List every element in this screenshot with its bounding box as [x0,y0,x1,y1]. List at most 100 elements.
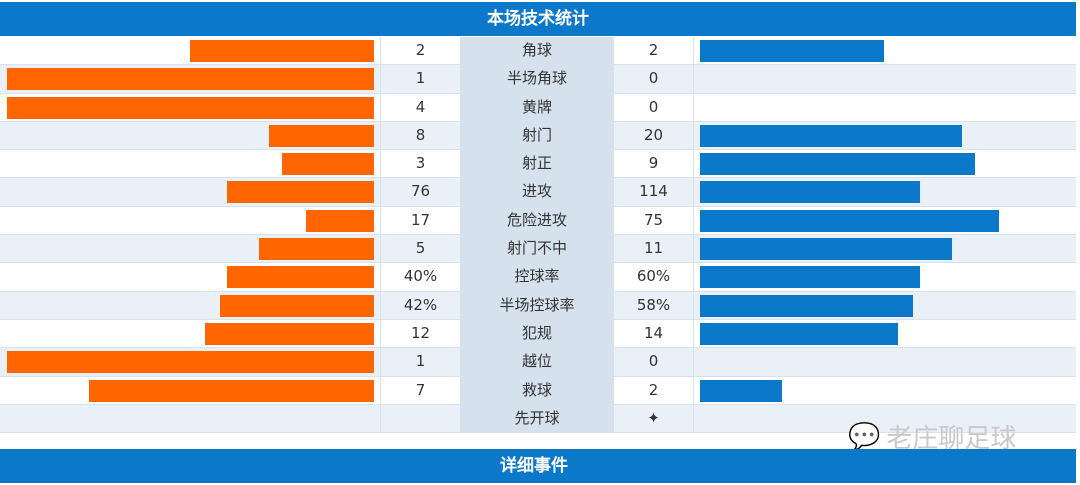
stat-row: 17 危险进攻 75 [0,206,1076,236]
stat-row: 1 越位 0 [0,348,1076,377]
home-bar [7,96,374,119]
away-value: 11 [614,235,694,263]
away-bar [700,294,913,317]
home-value: 17 [381,206,461,235]
stat-row: 8 射门 20 [0,121,1076,151]
stat-label: 射门不中 [461,235,614,263]
away-bar-cell [694,377,1076,404]
home-value: 2 [381,37,461,65]
home-bar [205,322,374,345]
away-value: 114 [614,178,694,206]
home-bar [282,153,374,176]
stat-row: 2 角球 2 [0,37,1076,66]
away-value: 9 [614,150,694,178]
stat-row: 5 射门不中 11 [0,235,1076,264]
away-bar-cell [694,37,1076,64]
home-value: 76 [381,178,461,206]
away-value: 14 [614,319,694,348]
stat-row: 12 犯规 14 [0,319,1076,349]
home-bar [227,266,374,289]
home-bar-cell [0,319,381,348]
away-bar-cell [694,150,1076,177]
stat-row: 1 半场角球 0 [0,65,1076,94]
stat-label: 射正 [461,150,614,178]
away-bar [700,322,898,345]
home-value: 42% [381,291,461,319]
away-bar-cell [694,207,1076,234]
home-bar [89,379,374,402]
stat-label: 危险进攻 [461,206,614,235]
away-bar [700,266,920,289]
home-value: 7 [381,376,461,404]
stat-label: 半场角球 [461,65,614,93]
home-value: 8 [381,121,461,150]
stat-label: 先开球 [461,404,614,433]
home-bar [7,68,374,91]
home-bar-cell [0,291,381,319]
stat-label: 救球 [461,376,614,404]
away-bar-cell [694,263,1076,290]
stat-row: 4 黄牌 0 [0,93,1076,122]
away-bar [700,238,952,261]
away-bar-cell [694,235,1076,262]
away-bar-cell [694,292,1076,319]
away-bar [700,124,962,147]
stats-table: 2 角球 2 1 半场角球 0 4 黄牌 0 8 射门 20 3 射正 9 76… [0,37,1076,434]
home-bar-cell [0,376,381,404]
stat-label: 进攻 [461,178,614,206]
stat-row: 7 救球 2 [0,376,1076,405]
away-value: 58% [614,291,694,319]
away-value: 2 [614,37,694,65]
away-bar-cell [694,320,1076,347]
away-bar [700,379,782,402]
home-value: 4 [381,93,461,121]
stat-row: 先开球 ✦ [0,404,1076,434]
home-bar-cell [0,178,381,206]
stat-row: 40% 控球率 60% [0,263,1076,292]
away-value: 0 [614,93,694,121]
home-bar [7,351,374,374]
home-bar [259,238,374,261]
events-header[interactable]: 详细事件 [0,449,1076,483]
stats-header: 本场技术统计 [0,2,1076,36]
wechat-icon: 💬 [848,421,881,452]
stat-label: 控球率 [461,263,614,291]
stat-label: 射门 [461,121,614,150]
away-value: 20 [614,121,694,150]
home-bar-cell [0,235,381,263]
home-value: 1 [381,348,461,376]
home-bar-cell [0,37,381,65]
home-bar-cell [0,121,381,150]
home-value [381,404,461,433]
home-bar-cell [0,150,381,178]
home-bar-cell [0,93,381,121]
home-bar [306,209,374,232]
away-value: 60% [614,263,694,291]
away-bar-cell [694,122,1076,149]
home-bar [227,181,374,204]
away-bar [700,209,999,232]
stat-label: 越位 [461,348,614,376]
home-value: 3 [381,150,461,178]
away-bar [700,181,920,204]
away-bar-cell [694,178,1076,205]
stat-row: 42% 半场控球率 58% [0,291,1076,320]
stat-label: 犯规 [461,319,614,348]
stat-label: 半场控球率 [461,291,614,319]
away-bar-cell [694,65,1076,92]
home-bar [190,40,374,62]
away-value: 75 [614,206,694,235]
home-bar-cell [0,263,381,291]
home-value: 12 [381,319,461,348]
stat-row: 76 进攻 114 [0,178,1076,207]
home-bar [220,294,374,317]
home-bar [269,124,374,147]
away-value: 0 [614,65,694,93]
away-value: 0 [614,348,694,376]
home-bar-cell [0,206,381,235]
home-bar-cell [0,65,381,93]
home-value: 5 [381,235,461,263]
away-value: 2 [614,376,694,404]
away-value: ✦ [614,404,694,433]
away-bar-cell [694,348,1076,375]
